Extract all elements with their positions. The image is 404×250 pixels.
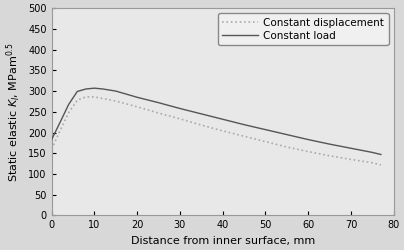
Constant displacement <box>135 105 139 108</box>
Constant displacement <box>114 100 118 102</box>
Constant displacement <box>49 148 54 150</box>
Constant load <box>284 133 289 136</box>
Constant load <box>114 90 118 92</box>
Constant displacement <box>66 111 71 114</box>
Constant load <box>83 88 88 90</box>
Constant load <box>349 147 354 150</box>
Constant load <box>242 123 246 126</box>
Constant load <box>263 128 268 131</box>
Constant displacement <box>177 117 182 120</box>
Constant displacement <box>156 112 161 114</box>
Constant load <box>92 87 97 90</box>
Constant load <box>306 138 311 141</box>
Constant load <box>58 121 63 124</box>
Constant displacement <box>349 158 354 161</box>
Constant displacement <box>220 129 225 132</box>
Constant displacement <box>327 154 332 157</box>
Constant displacement <box>58 129 63 132</box>
Constant load <box>177 107 182 110</box>
Constant displacement <box>75 99 80 102</box>
Constant load <box>220 118 225 121</box>
Constant displacement <box>306 150 311 153</box>
Legend: Constant displacement, Constant load: Constant displacement, Constant load <box>218 14 389 45</box>
Line: Constant displacement: Constant displacement <box>52 97 381 165</box>
Constant load <box>370 151 375 154</box>
Constant load <box>199 112 204 115</box>
Constant displacement <box>83 95 88 98</box>
Constant displacement <box>199 124 204 126</box>
Constant displacement <box>284 146 289 148</box>
X-axis label: Distance from inner surface, mm: Distance from inner surface, mm <box>130 236 315 246</box>
Constant load <box>156 101 161 104</box>
Constant displacement <box>101 97 105 100</box>
Y-axis label: Static elastic $K_I$, MPam$^{0.5}$: Static elastic $K_I$, MPam$^{0.5}$ <box>4 42 23 182</box>
Line: Constant load: Constant load <box>52 88 381 154</box>
Constant load <box>101 88 105 90</box>
Constant load <box>379 153 383 156</box>
Constant load <box>49 138 54 141</box>
Constant displacement <box>379 163 383 166</box>
Constant displacement <box>370 161 375 164</box>
Constant load <box>327 142 332 146</box>
Constant displacement <box>92 95 97 98</box>
Constant load <box>75 90 80 93</box>
Constant displacement <box>242 135 246 138</box>
Constant load <box>66 103 71 106</box>
Constant displacement <box>263 140 268 143</box>
Constant load <box>135 96 139 99</box>
